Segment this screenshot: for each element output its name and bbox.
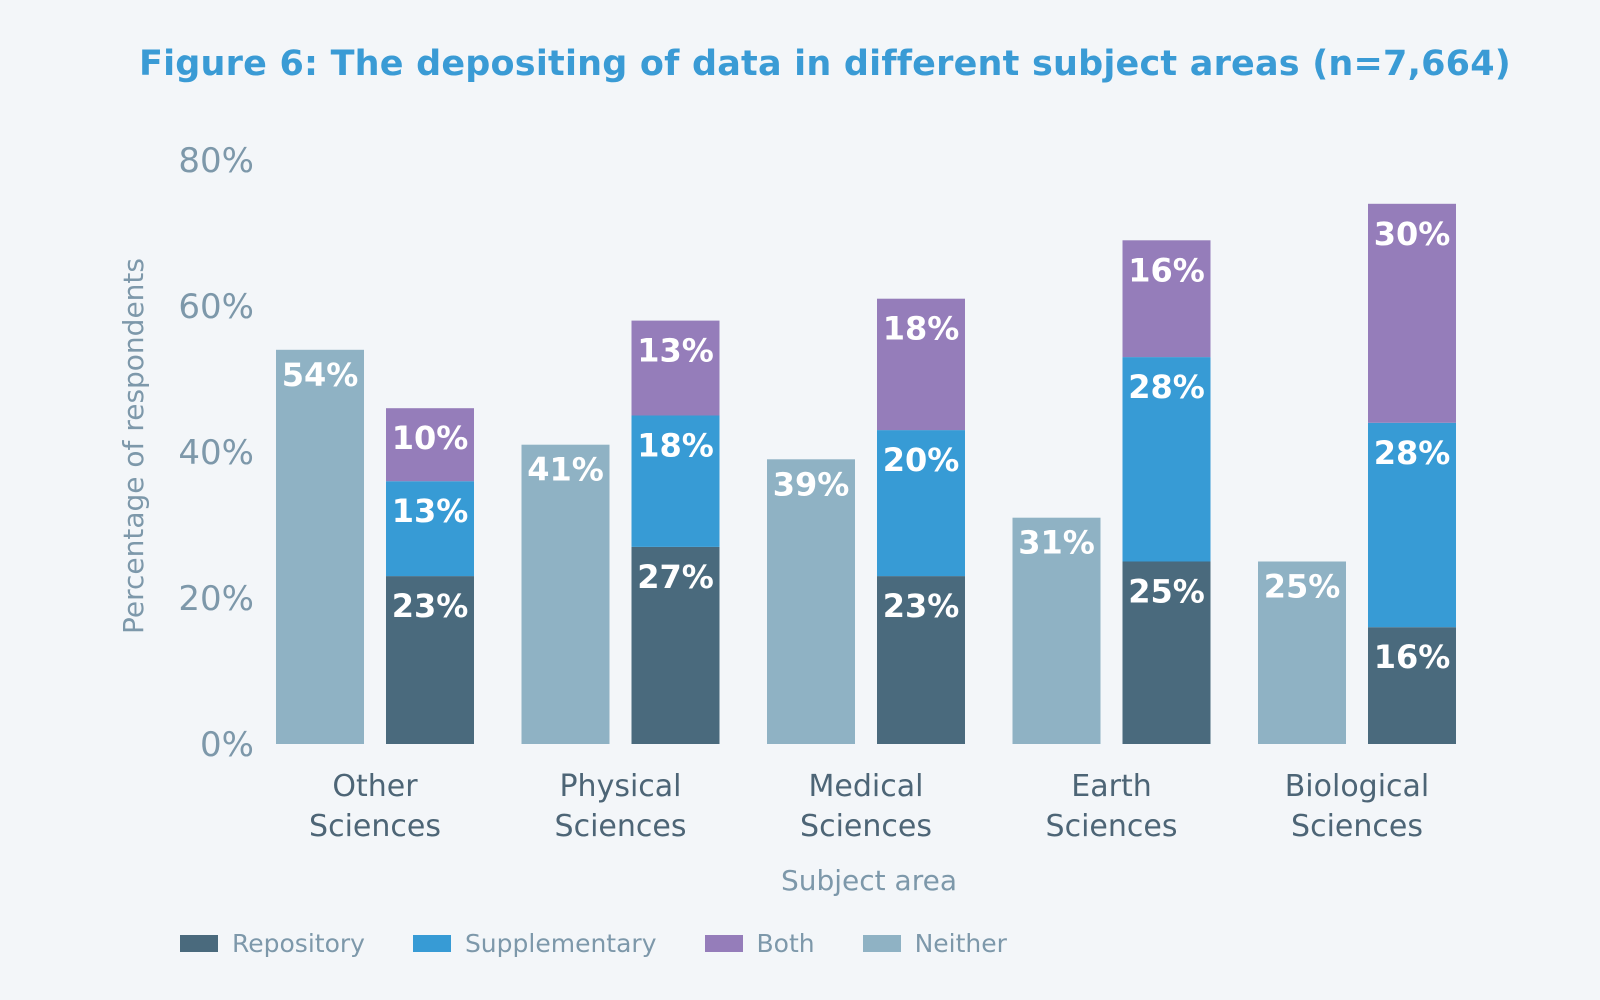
legend-swatch [862,934,901,952]
legend-swatch [704,934,743,952]
data-label: 13% [392,492,469,530]
x-axis-title: Subject area [781,864,957,897]
bar-supplementary [877,430,965,577]
data-label: 30% [1374,215,1451,253]
bar-neither [521,444,610,744]
data-label: 13% [637,332,714,370]
data-label: 28% [1128,368,1205,406]
y-tick-label: 60% [178,287,254,327]
x-category-label: Sciences [555,809,687,844]
bar-supplementary [386,481,474,577]
x-category-label: Other [332,769,418,804]
x-category-label: Physical [559,769,681,804]
data-label: 54% [282,356,359,394]
legend-swatch [180,934,218,952]
data-label: 41% [527,451,604,489]
legend-item: Repository [180,929,365,958]
bar-supplementary [631,415,720,547]
bar-repository [1368,627,1456,744]
legend-item: Supplementary [412,928,657,958]
data-label: 18% [637,427,714,465]
bar-supplementary [1368,422,1456,628]
y-axis-ticks: 0% 20% 40% 60% 80% [178,141,254,765]
data-label: 28% [1374,434,1451,472]
data-label: 31% [1018,524,1095,562]
data-label: 25% [1264,568,1341,606]
data-labels: 54% 23% 13% 10% 41% 27% 18% 13% 39% 23% 20% 18% 31% 2… [282,215,1451,676]
bar-supplementary [1122,357,1211,562]
bar-neither [767,459,855,744]
bar-repository [1122,561,1211,744]
legend-item: Neither [862,928,1007,958]
bar-neither [1012,517,1101,744]
legend-label: Neither [914,928,1007,958]
bar-neither [1258,561,1346,744]
y-tick-label: 40% [178,433,254,473]
data-label: 23% [392,587,469,625]
data-label: 27% [637,558,714,596]
chart-title: Figure 6: The depositing of data in diff… [139,44,1511,84]
bar-neither [276,349,364,744]
y-tick-label: 80% [178,141,254,181]
data-label: 23% [883,587,960,625]
data-label: 39% [773,465,850,503]
bar-repository [386,576,474,744]
bar-both [386,408,474,482]
data-label: 18% [883,310,960,348]
data-label: 16% [1374,638,1451,676]
x-category-label: Medical [809,769,924,804]
data-label: 20% [883,441,960,479]
legend-label: Supplementary [464,928,657,958]
bar-both [1368,203,1456,423]
y-tick-label: 0% [200,725,254,765]
bar-both [877,298,965,431]
x-category-label: Earth [1071,769,1151,804]
category-labels: Other Sciences Physical Sciences Medical Scie… [309,769,1429,844]
bar-both [1122,240,1211,358]
legend-label: Both [756,928,815,958]
legend-label: Repository [232,928,365,958]
x-category-label: Sciences [800,809,932,844]
bars [276,203,1456,744]
data-label: 25% [1128,573,1205,611]
bar-repository [631,546,720,744]
y-axis-title: Percentage of respondents [117,258,150,634]
data-label: 10% [392,419,469,457]
legend: Repository Supplementary Both Neither [180,926,1055,960]
bar-both [631,320,720,416]
x-category-label: Sciences [1291,809,1423,844]
legend-item: Both [704,928,815,958]
x-category-label: Biological [1285,769,1430,804]
data-label: 16% [1128,251,1205,289]
x-category-label: Sciences [309,809,441,844]
legend-swatch [412,934,451,952]
x-category-label: Sciences [1046,809,1178,844]
bar-repository [877,576,965,744]
y-tick-label: 20% [178,579,254,619]
